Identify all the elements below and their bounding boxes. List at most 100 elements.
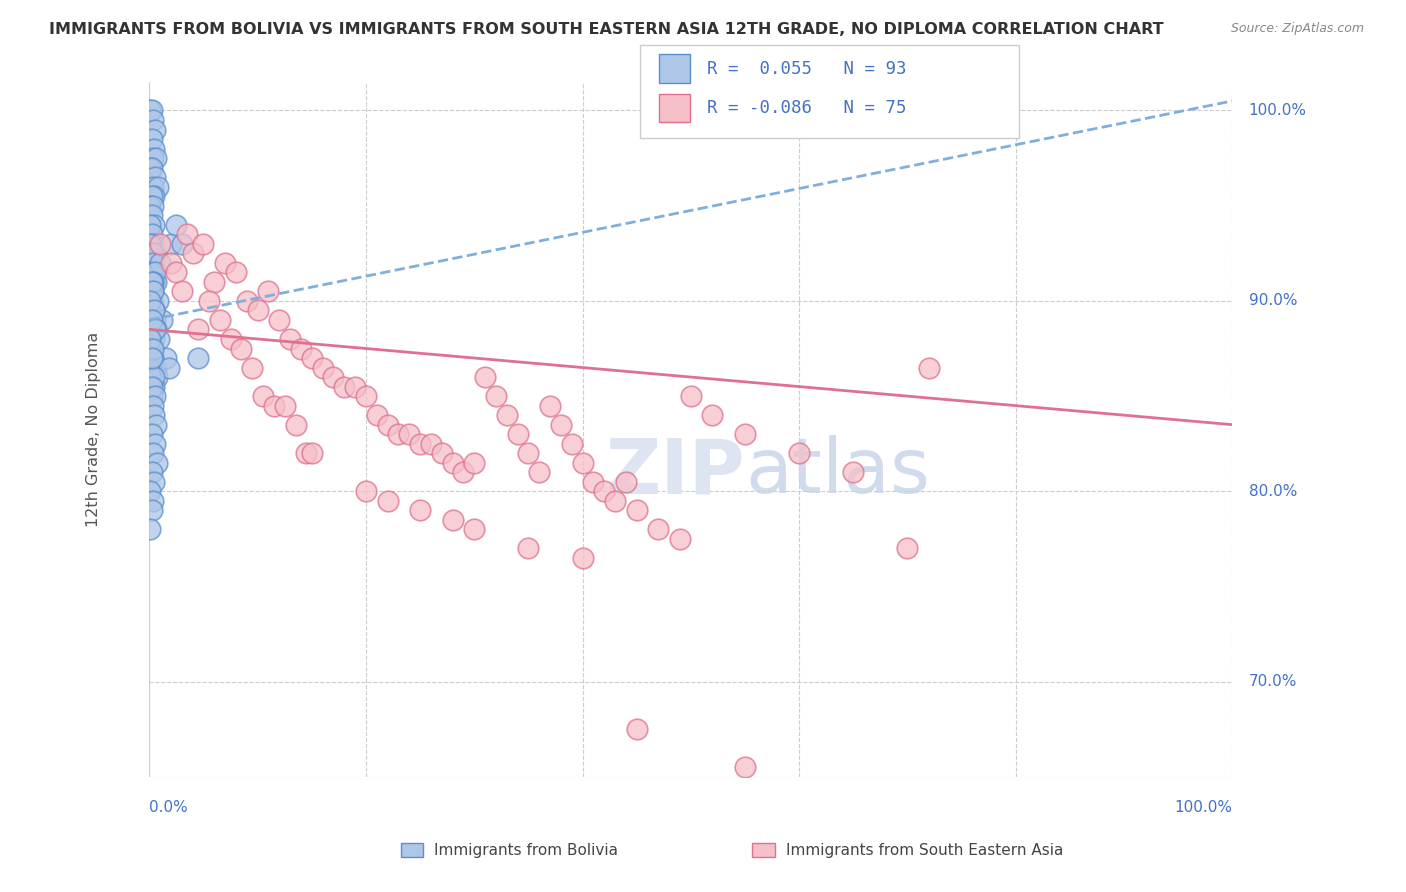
Point [918,360,941,375]
Point [142,179,165,194]
Point [176,227,198,242]
Point [160,236,183,251]
Point [301,446,323,460]
Point [142,370,165,384]
Text: IMMIGRANTS FROM BOLIVIA VS IMMIGRANTS FROM SOUTH EASTERN ASIA 12TH GRADE, NO DIP: IMMIGRANTS FROM BOLIVIA VS IMMIGRANTS FR… [49,22,1164,37]
Point [143,389,166,403]
Text: 0.0%: 0.0% [149,800,188,814]
Point [734,427,756,442]
Point [143,322,166,336]
Point [441,513,464,527]
Point [142,379,165,393]
Point [139,103,162,118]
Point [842,465,865,479]
Point [246,303,269,318]
Point [142,475,165,489]
Point [322,370,344,384]
Point [142,285,165,299]
Point [142,189,165,203]
Point [142,275,165,289]
Point [377,493,399,508]
Point [149,256,172,270]
Text: Immigrants from South Eastern Asia: Immigrants from South Eastern Asia [786,843,1063,857]
Point [354,484,377,499]
Text: Source: ZipAtlas.com: Source: ZipAtlas.com [1230,22,1364,36]
Point [142,351,165,365]
Point [495,408,517,422]
Point [593,484,616,499]
Point [141,208,163,222]
Point [269,313,291,327]
Point [571,551,593,566]
Point [187,351,209,365]
Point [142,113,165,128]
Point [582,475,605,489]
Point [139,236,162,251]
Point [145,151,167,165]
Point [143,436,166,450]
Point [146,179,169,194]
Point [603,493,626,508]
Point [257,285,280,299]
Point [354,389,377,403]
Point [142,285,165,299]
Point [141,189,163,203]
Point [142,408,165,422]
Point [150,313,173,327]
Point [252,389,274,403]
Point [561,436,583,450]
Point [734,760,756,774]
Point [141,275,163,289]
Point [155,351,177,365]
Point [614,475,637,489]
Point [896,541,918,556]
Point [550,417,572,432]
Point [142,493,165,508]
Point [463,523,485,537]
Point [139,484,162,499]
Point [141,313,163,327]
Point [145,275,167,289]
Text: atlas: atlas [745,435,929,509]
Point [409,436,432,450]
Point [141,265,163,279]
Point [148,332,170,346]
Text: 90.0%: 90.0% [1249,293,1298,309]
Point [527,465,550,479]
Point [139,523,162,537]
Point [141,293,163,308]
Point [139,199,162,213]
Point [142,199,165,213]
Point [377,417,399,432]
Text: 100.0%: 100.0% [1174,800,1232,814]
Point [143,265,166,279]
Point [146,370,169,384]
Point [198,293,221,308]
Point [142,151,165,165]
Point [419,436,441,450]
Point [145,360,167,375]
Point [301,351,323,365]
Point [344,379,367,393]
Point [142,303,165,318]
Text: 70.0%: 70.0% [1249,674,1296,690]
Point [141,161,163,175]
Point [398,427,420,442]
Text: 80.0%: 80.0% [1249,483,1296,499]
Point [139,293,162,308]
Point [139,265,162,279]
Point [141,332,163,346]
Point [571,456,593,470]
Text: R = -0.086   N = 75: R = -0.086 N = 75 [707,99,907,117]
Point [231,342,253,356]
Point [141,465,163,479]
Point [139,293,162,308]
Point [181,246,204,260]
Text: 100.0%: 100.0% [1249,103,1306,118]
Point [441,456,464,470]
Point [517,446,540,460]
Point [142,303,165,318]
Point [295,446,318,460]
Point [145,322,167,336]
Point [142,236,165,251]
